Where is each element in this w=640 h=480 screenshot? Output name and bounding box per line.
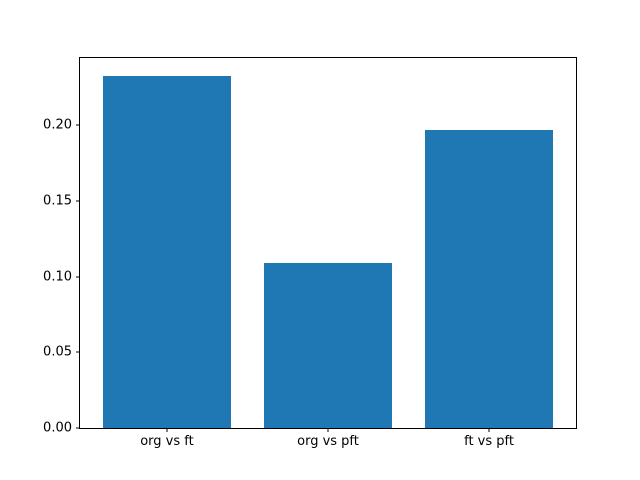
y-tick-label: 0.10	[43, 269, 72, 285]
bar-ft-vs-pft	[424, 130, 554, 428]
y-tick-mark	[76, 200, 80, 202]
bar-org-vs-pft	[263, 263, 393, 428]
y-tick-label: 0.15	[43, 193, 72, 209]
x-tick-label: ft vs pft	[464, 434, 514, 449]
y-tick-mark	[76, 351, 80, 353]
bar-org-vs-ft	[102, 75, 232, 428]
x-tick-mark	[166, 428, 168, 432]
x-tick-label: org vs ft	[140, 434, 194, 449]
y-tick-label: 0.05	[43, 344, 72, 360]
y-tick-mark	[76, 276, 80, 278]
y-tick-mark	[76, 427, 80, 429]
y-tick-label: 0.00	[43, 420, 72, 436]
x-tick-mark	[488, 428, 490, 432]
y-tick-mark	[76, 124, 80, 126]
x-tick-label: org vs pft	[297, 434, 359, 449]
axes: org vs ft org vs pft ft vs pft 0.00 0.05 0.10…	[43, 57, 577, 449]
y-tick-label: 0.20	[43, 117, 72, 133]
x-tick-mark	[327, 428, 329, 432]
